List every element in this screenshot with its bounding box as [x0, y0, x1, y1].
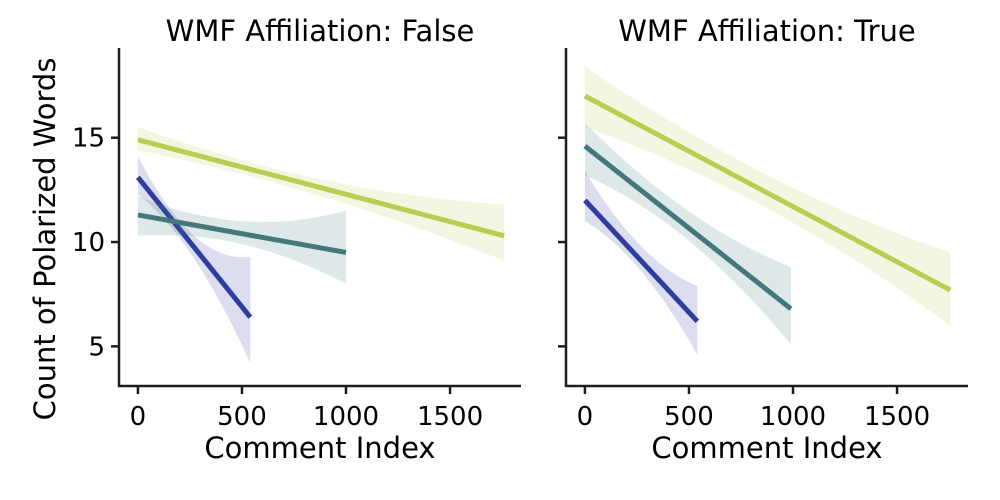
y-tick-label: 15	[72, 124, 105, 154]
x-tick-label: 0	[130, 402, 147, 432]
confidence-band-yellow-green	[137, 127, 505, 261]
x-tick-label: 0	[577, 402, 594, 432]
confidence-band-dark-blue	[137, 156, 251, 364]
confidence-band-yellow-green	[584, 66, 951, 326]
axes-spines	[564, 48, 968, 388]
regression-line-teal	[583, 144, 793, 311]
x-tick-label: 1000	[760, 402, 826, 432]
panel-title: WMF Affiliation: True	[618, 14, 916, 48]
y-tick-label: 10	[72, 228, 105, 258]
axes-spines	[117, 48, 521, 388]
x-tick-label: 1500	[864, 402, 930, 432]
y-axis-label: Count of Polarized Words	[28, 58, 62, 421]
regression-line-teal	[137, 212, 347, 255]
x-axis-label: Comment Index	[651, 431, 882, 465]
panel-wmf-true: 0 500 1000 1500 WMF Affiliation: True Comment…	[558, 14, 968, 465]
x-axis-label: Comment Index	[204, 431, 435, 465]
x-tick-label: 500	[217, 402, 267, 432]
panel-wmf-false: 0 500 1000 1500 5 10 15 WMF Affiliation: False C…	[72, 14, 521, 465]
x-tick-label: 1000	[313, 402, 379, 432]
x-tick-label: 500	[664, 402, 714, 432]
regression-line-yellow-green	[137, 137, 505, 239]
regression-line-yellow-green	[583, 93, 952, 293]
y-tick-label: 5	[88, 332, 105, 362]
regression-line-dark-blue	[583, 198, 700, 324]
regression-line-dark-blue	[135, 175, 253, 319]
confidence-band-teal	[584, 123, 791, 345]
x-tick-label: 1500	[417, 402, 483, 432]
confidence-band-teal	[137, 196, 347, 284]
panel-title: WMF Affiliation: False	[166, 14, 475, 48]
